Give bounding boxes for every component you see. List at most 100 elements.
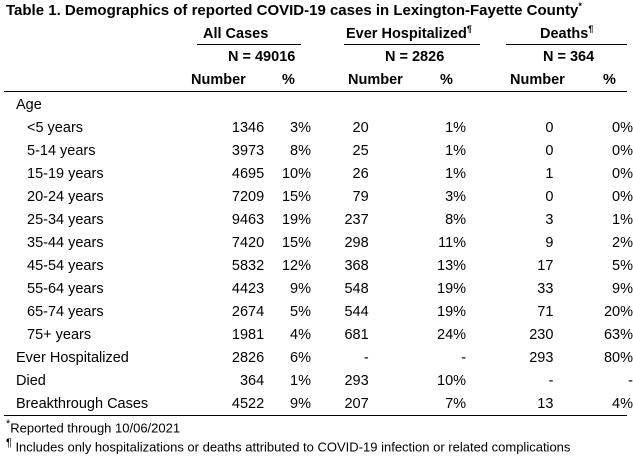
cell-number: 1 [545, 165, 554, 182]
cell-percent: 0% [612, 119, 633, 136]
cell-number: 364 [239, 372, 265, 389]
cell-percent: 9% [290, 280, 312, 297]
group-label: Deaths [540, 26, 589, 42]
cell-percent: 80% [603, 349, 633, 366]
cell-number: 230 [529, 326, 554, 343]
col-header-number: Number [348, 72, 403, 88]
footnote-mark: ¶ [466, 24, 472, 35]
cell-percent: 2% [612, 234, 633, 251]
cell-number: 548 [344, 280, 369, 297]
cell-number: 7209 [231, 188, 265, 205]
row-label: 65-74 years [27, 303, 104, 320]
cell-number: 237 [344, 211, 369, 228]
group-header-all-cases: All Cases [203, 26, 268, 42]
table-row: 20-24 years 7209 15% 79 3% 0 0% [0, 185, 633, 208]
group-underline [506, 44, 627, 45]
cell-percent: 15% [281, 188, 312, 205]
cell-number: 1346 [231, 119, 265, 136]
cell-number: 2826 [231, 349, 265, 366]
cell-percent: 13% [437, 257, 467, 274]
table-row: 75+ years 1981 4% 681 24% 230 63% [0, 323, 633, 346]
cell-number: 5832 [231, 257, 265, 274]
cell-percent: 5% [612, 257, 633, 274]
col-header-number: Number [510, 72, 565, 88]
cell-number: 9463 [231, 211, 265, 228]
table-row: 55-64 years 4423 9% 548 19% 33 9% [0, 277, 633, 300]
footnote-2: ¶ Includes only hospitalizations or deat… [6, 437, 570, 454]
row-label: 45-54 years [27, 257, 104, 274]
cell-percent: 1% [612, 211, 633, 228]
cell-percent: 24% [437, 326, 467, 343]
footnote-mark: ¶ [6, 437, 12, 449]
group-label: All Cases [203, 26, 269, 42]
cell-percent: 0% [612, 165, 633, 182]
cell-number: 544 [344, 303, 369, 320]
table-row: 45-54 years 5832 12% 368 13% 17 5% [0, 254, 633, 277]
section-row-age: Age [0, 93, 633, 116]
table-title: Table 1. Demographics of reported COVID-… [6, 1, 582, 20]
cell-number: 293 [529, 349, 554, 366]
footnote-text: Reported through 10/06/2021 [10, 420, 181, 436]
cell-percent: 5% [290, 303, 312, 320]
cell-percent: 9% [290, 395, 312, 412]
cell-number: 4522 [231, 395, 265, 412]
cell-percent: 12% [281, 257, 312, 274]
table-row: Breakthrough Cases 4522 9% 207 7% 13 4% [0, 392, 633, 415]
cell-number: 20 [352, 119, 369, 136]
cell-percent: 10% [281, 165, 312, 182]
cell-percent: 0% [612, 188, 633, 205]
cell-number: 25 [352, 142, 369, 159]
bottom-rule [4, 415, 627, 416]
cell-percent: - [628, 372, 633, 389]
row-label: 20-24 years [27, 188, 104, 205]
cell-percent: 1% [445, 165, 467, 182]
section-label-age: Age [16, 96, 42, 113]
cell-percent: - [461, 349, 467, 366]
row-label: 15-19 years [27, 165, 104, 182]
cell-number: 368 [344, 257, 369, 274]
group-label: Ever Hospitalized [346, 26, 467, 42]
group-n-ever-hospitalized: N = 2826 [385, 49, 445, 65]
footnote-mark: * [6, 418, 11, 430]
cell-number: 1981 [231, 326, 265, 343]
table-row: 15-19 years 4695 10% 26 1% 1 0% [0, 162, 633, 185]
cell-percent: 15% [281, 234, 312, 251]
table-row: Died 364 1% 293 10% - - [0, 369, 633, 392]
cell-number: 293 [344, 372, 369, 389]
cell-percent: 8% [290, 142, 312, 159]
row-label: 35-44 years [27, 234, 104, 251]
cell-number: - [363, 349, 369, 366]
table-row: 65-74 years 2674 5% 544 19% 71 20% [0, 300, 633, 323]
cell-percent: 9% [612, 280, 633, 297]
col-header-pct: % [282, 72, 295, 88]
cell-number: 2674 [231, 303, 265, 320]
footnote-text: Includes only hospitalizations or deaths… [11, 439, 571, 455]
cell-number: 0 [545, 188, 554, 205]
cell-number: 7420 [231, 234, 265, 251]
row-label: Ever Hospitalized [16, 349, 129, 366]
group-header-deaths: Deaths¶ [540, 25, 593, 42]
cell-number: 17 [537, 257, 554, 274]
group-underline [197, 44, 301, 45]
cell-percent: 1% [445, 119, 467, 136]
cell-number: 681 [344, 326, 369, 343]
cell-number: 13 [537, 395, 554, 412]
col-header-pct: % [440, 72, 453, 88]
col-header-number: Number [191, 72, 246, 88]
cell-number: 207 [344, 395, 369, 412]
row-label: 55-64 years [27, 280, 104, 297]
cell-percent: 0% [612, 142, 633, 159]
cell-percent: 10% [437, 372, 467, 389]
cell-number: 71 [537, 303, 554, 320]
cell-number: 3973 [231, 142, 265, 159]
table-row: Ever Hospitalized 2826 6% - - 293 80% [0, 346, 633, 369]
table-row: 25-34 years 9463 19% 237 8% 3 1% [0, 208, 633, 231]
cell-percent: 6% [290, 349, 312, 366]
cell-percent: 4% [290, 326, 312, 343]
table-row: 35-44 years 7420 15% 298 11% 9 2% [0, 231, 633, 254]
title-footnote-mark: * [578, 1, 582, 11]
row-label: <5 years [27, 119, 84, 136]
row-label: 25-34 years [27, 211, 104, 228]
cell-percent: 8% [445, 211, 467, 228]
